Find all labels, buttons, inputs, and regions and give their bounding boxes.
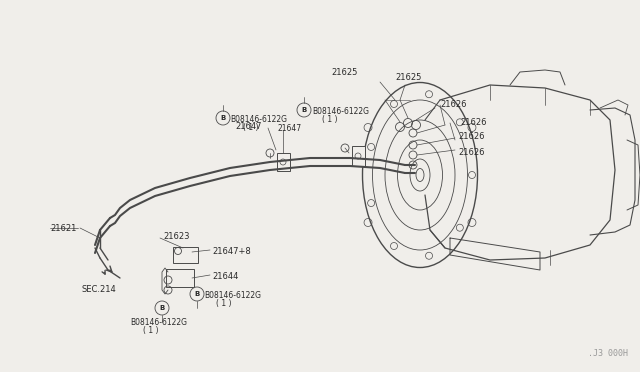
Text: B: B <box>301 107 307 113</box>
Text: 21647+8: 21647+8 <box>212 247 251 256</box>
Text: B08146-6122G: B08146-6122G <box>230 115 287 124</box>
Text: B: B <box>220 115 226 121</box>
FancyBboxPatch shape <box>166 269 194 287</box>
Text: SEC.214: SEC.214 <box>82 285 116 294</box>
Text: 21625: 21625 <box>395 73 421 82</box>
Text: B08146-6122G: B08146-6122G <box>312 107 369 116</box>
Text: B: B <box>159 305 164 311</box>
Text: 21625: 21625 <box>332 68 358 77</box>
Text: 21621: 21621 <box>50 224 76 233</box>
Text: 21626: 21626 <box>458 148 484 157</box>
Text: ( 1 ): ( 1 ) <box>243 123 259 132</box>
FancyBboxPatch shape <box>173 247 198 263</box>
Text: 21647: 21647 <box>278 124 302 133</box>
Ellipse shape <box>297 103 311 117</box>
FancyBboxPatch shape <box>276 153 289 171</box>
Ellipse shape <box>362 83 477 267</box>
Ellipse shape <box>216 111 230 125</box>
Ellipse shape <box>190 287 204 301</box>
Text: 21626: 21626 <box>460 118 486 127</box>
Text: ( 1 ): ( 1 ) <box>216 299 232 308</box>
Text: 21626: 21626 <box>440 100 467 109</box>
Ellipse shape <box>155 301 169 315</box>
Text: 21626: 21626 <box>458 132 484 141</box>
Text: 21623: 21623 <box>163 232 189 241</box>
Text: B08146-6122G: B08146-6122G <box>204 291 261 300</box>
Text: ( 1 ): ( 1 ) <box>143 326 159 335</box>
Text: B: B <box>195 291 200 297</box>
Text: .J3 000H: .J3 000H <box>588 349 628 358</box>
Text: 21647: 21647 <box>235 122 262 131</box>
Text: ( 1 ): ( 1 ) <box>322 115 337 124</box>
Text: 21644: 21644 <box>212 272 238 281</box>
Text: B08146-6122G: B08146-6122G <box>130 318 187 327</box>
FancyBboxPatch shape <box>351 146 365 166</box>
